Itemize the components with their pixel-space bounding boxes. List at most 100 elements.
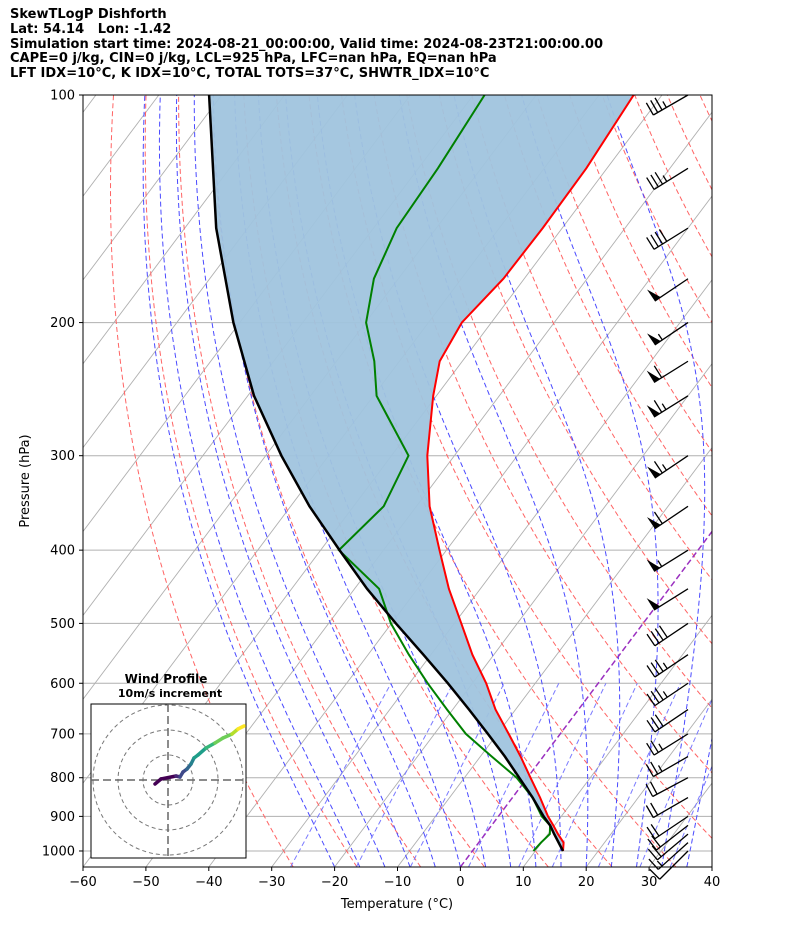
wind-barb-flag [646,370,661,383]
inset-subtitle: 10m/s increment [118,687,222,700]
wind-barb [647,505,689,530]
mixing-ratio-line [551,683,638,867]
wind-profile-inset: Wind Profile 10m/s increment [90,672,247,859]
wind-barb-shaft [654,654,689,678]
wind-barb-full [650,761,659,775]
wind-barb-shaft [659,850,689,880]
x-tick-label: −30 [258,875,285,890]
moist-adiabat [398,95,589,867]
moist-adiabat [606,95,706,867]
wind-barb [646,709,689,733]
wind-barb-full [654,628,664,641]
wind-barb-full [645,764,654,777]
wind-barb-full [653,461,663,474]
mixing-ratio-line [669,765,712,867]
wind-barb-half [662,101,667,108]
wind-barb-shaft [654,682,689,707]
x-tick-label: 30 [641,875,658,890]
dry-adiabat [178,95,422,867]
wind-barb [646,167,689,191]
dry-adiabat [601,95,712,324]
y-tick-label: 900 [50,810,75,825]
hodograph-segment [196,746,208,757]
wind-barb-half [662,175,668,182]
dry-adiabat [699,95,712,123]
wind-barb-shaft [653,797,689,819]
wind-barbs [645,94,689,880]
dry-adiabat [503,95,712,517]
wind-barb-flag [646,559,661,572]
wind-barb-full [645,805,654,818]
moist-adiabat [521,95,659,867]
x-tick-label: −60 [69,875,96,890]
parcel-shading [209,95,634,851]
moist-adiabat [234,95,461,867]
x-tick-label: −10 [384,875,411,890]
isotherm-line [83,95,97,113]
wind-barb [646,227,689,250]
x-tick-label: 0 [456,875,464,890]
y-tick-label: 400 [50,544,75,559]
wind-barb-shaft [656,824,689,851]
axes: −60 −50 −40 −30 −20 −10 0 10 20 30 40 1000 900 800 700… [42,89,720,891]
wind-barb [645,94,689,116]
temperature-line [426,95,635,852]
wind-barb-half [658,743,664,751]
wind-barb-full [648,858,659,870]
wind-barb [647,824,689,851]
wind-barb-full [646,742,655,756]
wind-barb-full [650,631,660,644]
dry-adiabat [438,95,712,645]
wind-barb-full [650,234,659,248]
wind-barb [647,833,689,861]
y-tick-label: 1000 [42,844,75,859]
wind-barb-half [662,691,668,698]
wind-barb-flag [646,405,661,418]
wind-barb-full [654,231,664,245]
x-tick-label: −20 [321,875,348,890]
mixing-ratio-line [597,683,681,867]
wind-barb [645,797,689,819]
wind-barb-full [658,229,668,242]
isotherm-line [83,95,285,365]
y-tick-label: 700 [50,727,75,742]
wind-barb-full [645,783,654,797]
inset-title: Wind Profile [125,672,208,686]
wind-barb [646,733,689,756]
isotherm-line [775,95,794,867]
wind-barb-flag [647,289,661,302]
mixing-ratio-line [518,683,607,867]
isotherm-line [83,95,223,281]
wind-barb-shaft [654,622,689,647]
wind-barb-full [653,400,663,413]
wind-barb-full [654,659,664,672]
wind-barb-full [650,100,659,113]
wind-barb-half [662,662,668,670]
wind-barb-full [654,688,664,701]
wind-barb [645,755,689,778]
x-tick-label: −40 [195,875,222,890]
wind-barb-half [657,333,663,341]
wind-barb-full [646,237,655,250]
y-tick-label: 200 [50,316,75,331]
wind-barb-half [656,860,663,867]
wind-barb-full [645,102,654,116]
wind-barb-full [651,845,662,858]
wind-barb-full [646,826,656,840]
wind-barb [645,777,689,798]
wind-barb [649,850,689,880]
dry-adiabat [144,95,358,867]
wind-barb-half [661,464,667,471]
wind-barb-full [658,625,668,638]
isotherm-line [271,279,712,867]
wind-barb [647,278,689,302]
mixing-ratio-line [290,683,392,867]
wind-barb-half [657,765,663,772]
x-tick-label: 20 [578,875,595,890]
wind-barb-full [650,802,659,816]
location-line: Lat: 54.14 Lon: -1.42 [10,21,172,37]
wind-barb-full [650,174,659,188]
wind-barb-full [651,835,661,848]
moist-adiabat [142,95,336,867]
